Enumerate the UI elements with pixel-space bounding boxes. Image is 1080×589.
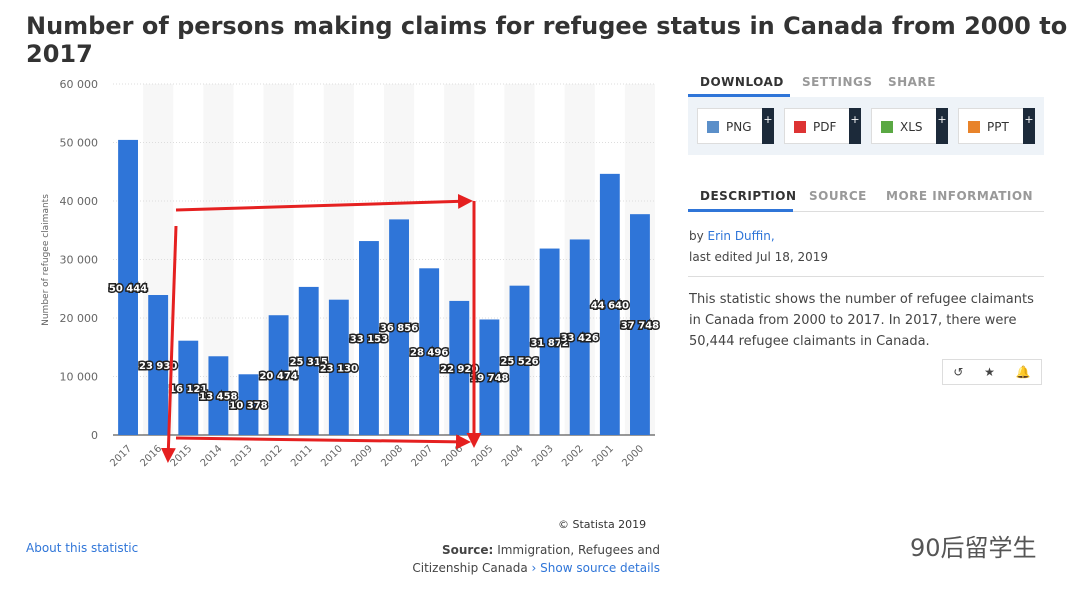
- source-text: Immigration, Refugees and Citizenship Ca…: [412, 543, 660, 575]
- bar: [599, 173, 620, 435]
- value-label: 28 496: [410, 348, 448, 359]
- bar: [328, 299, 349, 435]
- x-tick-label: 2002: [560, 443, 586, 469]
- x-tick-label: 2001: [590, 443, 616, 469]
- value-label: 33 426: [561, 333, 599, 344]
- source: Source: Immigration, Refugees and Citize…: [390, 541, 660, 577]
- value-label: 37 748: [621, 321, 659, 332]
- divider: [688, 276, 1044, 277]
- bar: [389, 219, 409, 435]
- y-tick-label: 20 000: [60, 312, 99, 325]
- y-axis-label: Number of refugee claimants: [41, 194, 51, 326]
- value-label: 36 856: [380, 323, 418, 334]
- value-label: 25 526: [500, 356, 538, 367]
- by: by: [689, 229, 704, 243]
- bar: [449, 300, 470, 435]
- x-tick-label: 2011: [289, 443, 315, 469]
- download-button[interactable]: PDF +: [784, 108, 861, 144]
- y-tick-label: 60 000: [60, 78, 99, 91]
- bar: [268, 315, 289, 435]
- button-label: PDF: [813, 120, 837, 134]
- y-tick-label: 30 000: [60, 254, 99, 267]
- download-button[interactable]: PPT +: [958, 108, 1035, 144]
- download-button[interactable]: PNG +: [697, 108, 774, 144]
- author[interactable]: Erin Duffin,: [707, 229, 775, 243]
- value-label: 31 872: [530, 338, 568, 349]
- x-tick-label: 2013: [229, 443, 255, 469]
- value-label: 16 121: [169, 384, 207, 395]
- download-button[interactable]: XLS +: [871, 108, 948, 144]
- x-tick-label: 2012: [259, 443, 285, 469]
- annotation-arrows: [160, 193, 482, 463]
- chart: Number of refugee claimants 0 10 000 20 00…: [41, 78, 661, 469]
- edited: last edited Jul 18, 2019: [689, 250, 829, 264]
- x-tick-label: 2003: [530, 443, 556, 469]
- bar: [238, 374, 259, 435]
- bar: [298, 286, 319, 435]
- source-link[interactable]: › Show source details: [531, 561, 660, 575]
- value-label: 19 748: [470, 373, 508, 384]
- x-tick-label: 2007: [410, 443, 436, 469]
- y-tick-label: 10 000: [60, 371, 99, 384]
- x-tick-label: 2014: [199, 443, 225, 469]
- bar: [359, 241, 379, 435]
- source-label: Source:: [441, 543, 494, 557]
- bar: [148, 295, 169, 435]
- bar: [479, 319, 500, 435]
- chart-title: Number of persons making claims for refu…: [26, 12, 1068, 68]
- x-tick-label: 2006: [440, 443, 466, 469]
- value-label: 20 474: [259, 371, 297, 382]
- tab[interactable]: SOURCE: [809, 189, 867, 203]
- bar: [118, 139, 138, 436]
- bar: [509, 285, 530, 435]
- x-tick-label: 2017: [108, 443, 134, 469]
- tab[interactable]: MORE INFORMATION: [886, 189, 1034, 203]
- value-label: 25 315: [290, 357, 328, 368]
- tab[interactable]: SHARE: [888, 75, 936, 89]
- divider: [793, 211, 1044, 212]
- value-label: 50 444: [109, 283, 147, 294]
- value-label: 22 920: [440, 364, 478, 375]
- x-tick-label: 2005: [470, 443, 496, 469]
- value-label: 33 153: [350, 334, 388, 345]
- button-label: PPT: [987, 120, 1009, 134]
- x-tick-label: 2010: [319, 443, 345, 469]
- byline: by Erin Duffin,: [689, 229, 775, 243]
- bar: [569, 239, 590, 435]
- value-label: 23 930: [139, 361, 177, 372]
- tab-underline: [688, 94, 790, 97]
- x-tick-label: 2015: [169, 443, 195, 469]
- copyright: © Statista 2019: [558, 518, 647, 531]
- bar: [208, 356, 229, 435]
- x-tick-label: 2008: [379, 443, 405, 469]
- x-tick-label: 2000: [620, 443, 646, 469]
- y-tick-label: 50 000: [60, 137, 99, 150]
- bar: [539, 248, 560, 435]
- value-label: 23 130: [320, 363, 358, 374]
- tab-underline: [688, 209, 793, 212]
- tab[interactable]: DESCRIPTION: [700, 189, 797, 203]
- bar: [178, 340, 199, 435]
- y-tick-label: 0: [91, 429, 98, 442]
- button-label: PNG: [726, 120, 752, 134]
- x-tick-label: 2009: [349, 443, 375, 469]
- tab[interactable]: SETTINGS: [802, 75, 873, 89]
- button-label: XLS: [900, 120, 923, 134]
- x-tick-label: 2004: [500, 443, 526, 469]
- bar: [630, 214, 650, 435]
- action-buttons[interactable]: ↺ ★ 🔔: [942, 359, 1042, 385]
- description: This statistic shows the number of refug…: [689, 292, 1034, 349]
- bar: [419, 268, 440, 435]
- watermark: 90后留学生: [910, 534, 1037, 562]
- value-label: 13 458: [199, 392, 237, 403]
- tab[interactable]: DOWNLOAD: [700, 75, 784, 89]
- value-label: 44 640: [591, 300, 629, 311]
- y-tick-label: 40 000: [60, 195, 99, 208]
- x-tick-label: 2016: [139, 443, 165, 469]
- about-link[interactable]: About this statistic: [26, 541, 139, 555]
- value-label: 10 378: [229, 401, 267, 412]
